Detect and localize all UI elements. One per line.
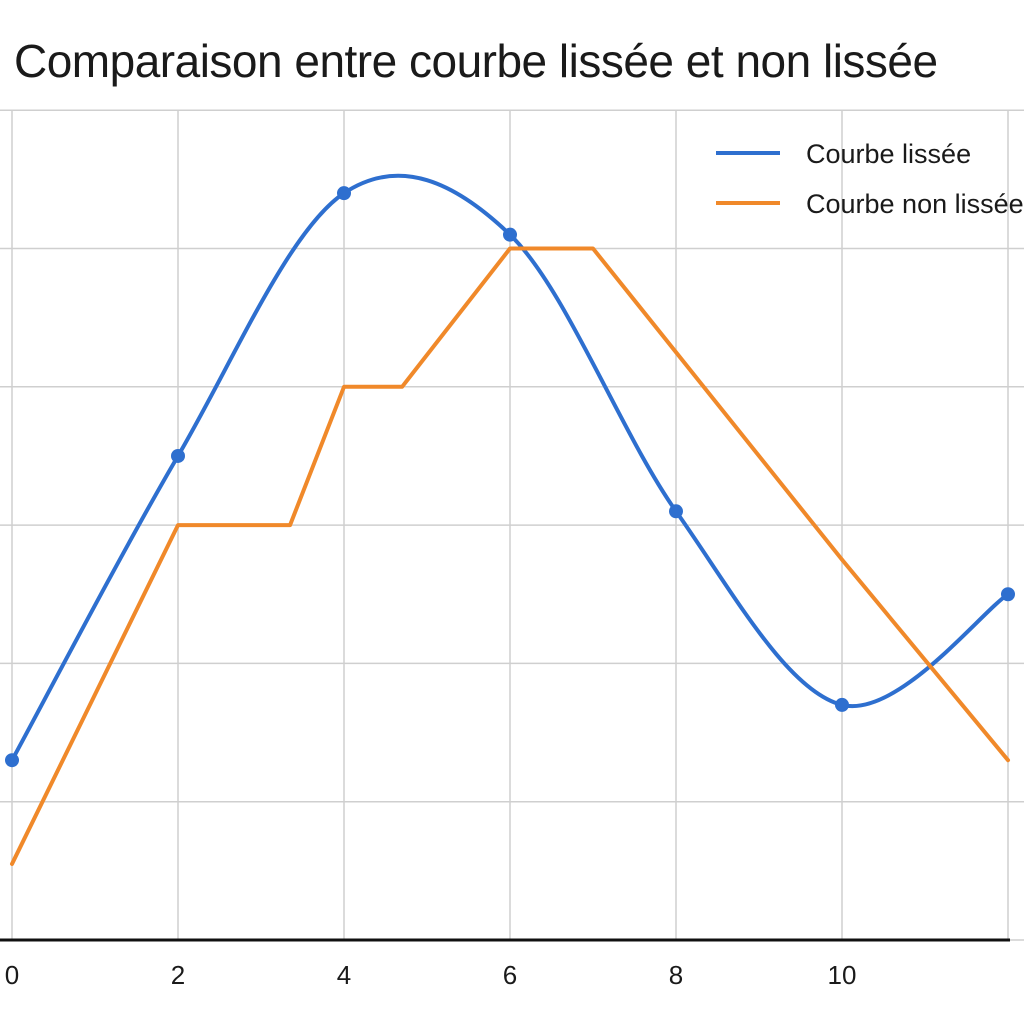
data-point-1-2 [171, 448, 185, 463]
chart-title: Comparaison entre courbe lissée et non l… [14, 35, 938, 87]
x-tick-label: 6 [503, 960, 517, 990]
legend-label-2: Courbe non lissée [806, 189, 1024, 219]
data-point-1-6 [835, 697, 849, 712]
data-point-1-3 [337, 186, 351, 201]
marker-layer [5, 186, 1015, 768]
data-point-1-4 [503, 227, 517, 242]
data-point-1-7 [1001, 587, 1015, 602]
x-tick-label: 8 [669, 960, 683, 990]
x-tick-label: 0 [5, 960, 19, 990]
data-point-1-1 [5, 753, 19, 768]
legend-label-1: Courbe lissée [806, 139, 971, 169]
legend: Courbe lissée Courbe non lissée [716, 139, 1024, 219]
x-tick-label: 10 [828, 960, 857, 990]
x-tick-label: 4 [337, 960, 351, 990]
series-line-2 [10, 246, 1010, 866]
data-point-1-5 [669, 504, 683, 519]
x-tick-label: 2 [171, 960, 185, 990]
x-axis: 0 2 4 6 8 10 [0, 938, 1010, 990]
